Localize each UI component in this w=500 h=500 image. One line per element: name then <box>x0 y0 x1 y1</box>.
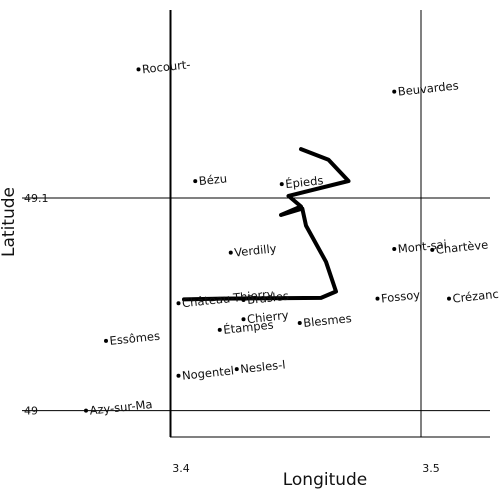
place-label: Nogentel <box>181 363 234 382</box>
x-tick-label: 3.5 <box>422 462 440 475</box>
place-label: Blesmes <box>303 311 353 330</box>
place-marker: Essômes <box>104 329 161 348</box>
place-label: Chartève <box>435 237 489 256</box>
place-dot <box>84 408 88 413</box>
place-label: Brasles <box>246 289 289 307</box>
place-label: Épieds <box>284 172 323 191</box>
place-marker: Brasles <box>241 289 290 307</box>
place-marker: Mont-sai <box>392 237 447 256</box>
place-label: Chierry <box>246 308 289 326</box>
place-label: Beuvardes <box>397 78 459 98</box>
graticule <box>22 10 490 437</box>
place-dot <box>193 179 198 184</box>
place-marker: Blesmes <box>297 311 353 330</box>
place-marker: Nesles-l <box>234 357 286 376</box>
place-dot <box>241 317 246 322</box>
place-dot <box>297 321 302 326</box>
place-dot <box>176 301 181 306</box>
place-marker: Nogentel <box>176 363 235 383</box>
tick-labels: 3.4 3.5 49.1 49 <box>24 192 440 475</box>
place-marker: Verdilly <box>228 241 278 260</box>
place-dot <box>104 338 108 343</box>
place-marker: Beuvardes <box>392 78 459 99</box>
place-dot <box>136 67 141 72</box>
place-marker: Épieds <box>279 172 324 191</box>
place-dot <box>217 327 222 332</box>
place-dot <box>392 89 397 94</box>
place-label: Essômes <box>109 329 161 348</box>
place-marker: Crézanc <box>447 287 499 306</box>
place-dot <box>375 296 380 301</box>
place-dot <box>279 182 284 187</box>
places-layer: Rocourt- Beuvardes Bézu Épieds Verdilly Mont-… <box>84 57 499 418</box>
place-label: Azy-sur-Ma <box>89 397 153 418</box>
place-marker: Azy-sur-Ma <box>84 397 153 418</box>
place-dot <box>392 247 397 252</box>
place-marker: Étampes <box>217 317 274 337</box>
place-dot <box>241 298 246 303</box>
place-label: Bézu <box>198 171 228 188</box>
x-tick-label: 3.4 <box>172 462 190 475</box>
y-axis-title: Latitude <box>0 187 19 257</box>
x-axis-title: Longitude <box>283 470 368 490</box>
place-marker: Chierry <box>241 308 289 326</box>
place-dot <box>234 367 239 372</box>
place-dot <box>228 250 233 255</box>
place-label: Rocourt- <box>141 57 191 76</box>
place-dot <box>430 247 435 252</box>
place-marker: Fossoy <box>375 288 421 306</box>
route-line <box>182 147 351 302</box>
place-label: Fossoy <box>380 288 421 306</box>
place-label: Verdilly <box>234 241 278 259</box>
place-label: Nesles-l <box>240 357 286 376</box>
place-marker: Bézu <box>193 171 228 188</box>
place-label: Étampes <box>222 317 274 337</box>
place-marker: Chartève <box>430 237 489 257</box>
place-dot <box>176 373 181 378</box>
place-marker: Rocourt- <box>136 57 191 76</box>
y-tick-label: 49.1 <box>24 192 49 205</box>
map-frame <box>169 10 490 438</box>
route-layer <box>182 147 351 302</box>
place-label: Mont-sai <box>397 237 447 256</box>
place-dot <box>447 296 451 301</box>
place-label: Crézanc <box>452 287 499 306</box>
y-tick-label: 49 <box>24 405 38 418</box>
